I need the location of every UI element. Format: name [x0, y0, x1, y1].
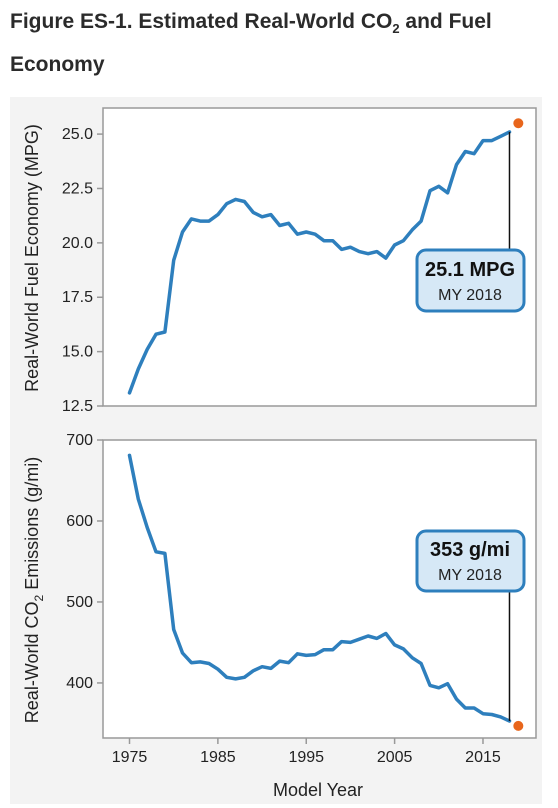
co2-callout-label: MY 2018 [438, 567, 502, 584]
top-y-tick-label: 12.5 [62, 398, 93, 415]
bottom-x-ticks: 1975 1985 1995 2005 2015 [112, 738, 501, 766]
mpg-projection-marker [513, 118, 524, 129]
mpg-callout: 25.1 MPG MY 2018 [415, 248, 526, 313]
bottom-y-tick-label: 500 [66, 594, 93, 611]
bottom-y-tick-label: 700 [66, 432, 93, 449]
bottom-y-tick-label: 600 [66, 513, 93, 530]
bottom-ylabel-sub: 2 [32, 595, 46, 602]
top-y-tick-label: 15.0 [62, 344, 93, 361]
x-tick-label: 2015 [465, 749, 501, 766]
bottom-ylabel-prefix: Real-World CO [22, 602, 42, 724]
title-prefix: Figure ES-1. Estimated Real-World CO [10, 10, 393, 33]
mpg-callout-label: MY 2018 [438, 287, 502, 304]
mpg-series-line [127, 130, 512, 395]
top-y-ticks: 25.0 22.5 20.0 17.5 15.0 12.5 [62, 126, 103, 415]
co2-projection-marker [513, 720, 524, 731]
co2-series-line [127, 453, 512, 723]
x-tick-label: 2005 [377, 749, 413, 766]
top-y-axis-title: Real-World Fuel Economy (MPG) [22, 124, 42, 392]
bottom-y-tick-label: 400 [66, 675, 93, 692]
x-axis-title: Model Year [273, 780, 363, 800]
top-y-tick-label: 25.0 [62, 126, 93, 143]
top-y-tick-label: 17.5 [62, 289, 93, 306]
co2-callout: 353 g/mi MY 2018 [415, 529, 526, 593]
figure-title: Figure ES-1. Estimated Real-World CO2 an… [10, 4, 550, 83]
co2-callout-box [415, 529, 526, 593]
mpg-callout-value: 25.1 MPG [425, 259, 515, 281]
co2-callout-value: 353 g/mi [430, 539, 510, 561]
top-y-tick-label: 20.0 [62, 235, 93, 252]
x-tick-label: 1975 [112, 749, 148, 766]
bottom-ylabel-suffix: Emissions (g/mi) [22, 457, 42, 595]
mpg-callout-box [415, 248, 526, 313]
x-tick-label: 1985 [200, 749, 236, 766]
bottom-y-axis-title: Real-World CO2 Emissions (g/mi) [22, 457, 46, 723]
top-y-tick-label: 22.5 [62, 180, 93, 197]
bottom-y-ticks: 700 600 500 400 [66, 432, 103, 692]
title-subscript: 2 [392, 21, 400, 37]
x-tick-label: 1995 [288, 749, 324, 766]
title-suffix: and Fuel Economy [10, 10, 492, 77]
